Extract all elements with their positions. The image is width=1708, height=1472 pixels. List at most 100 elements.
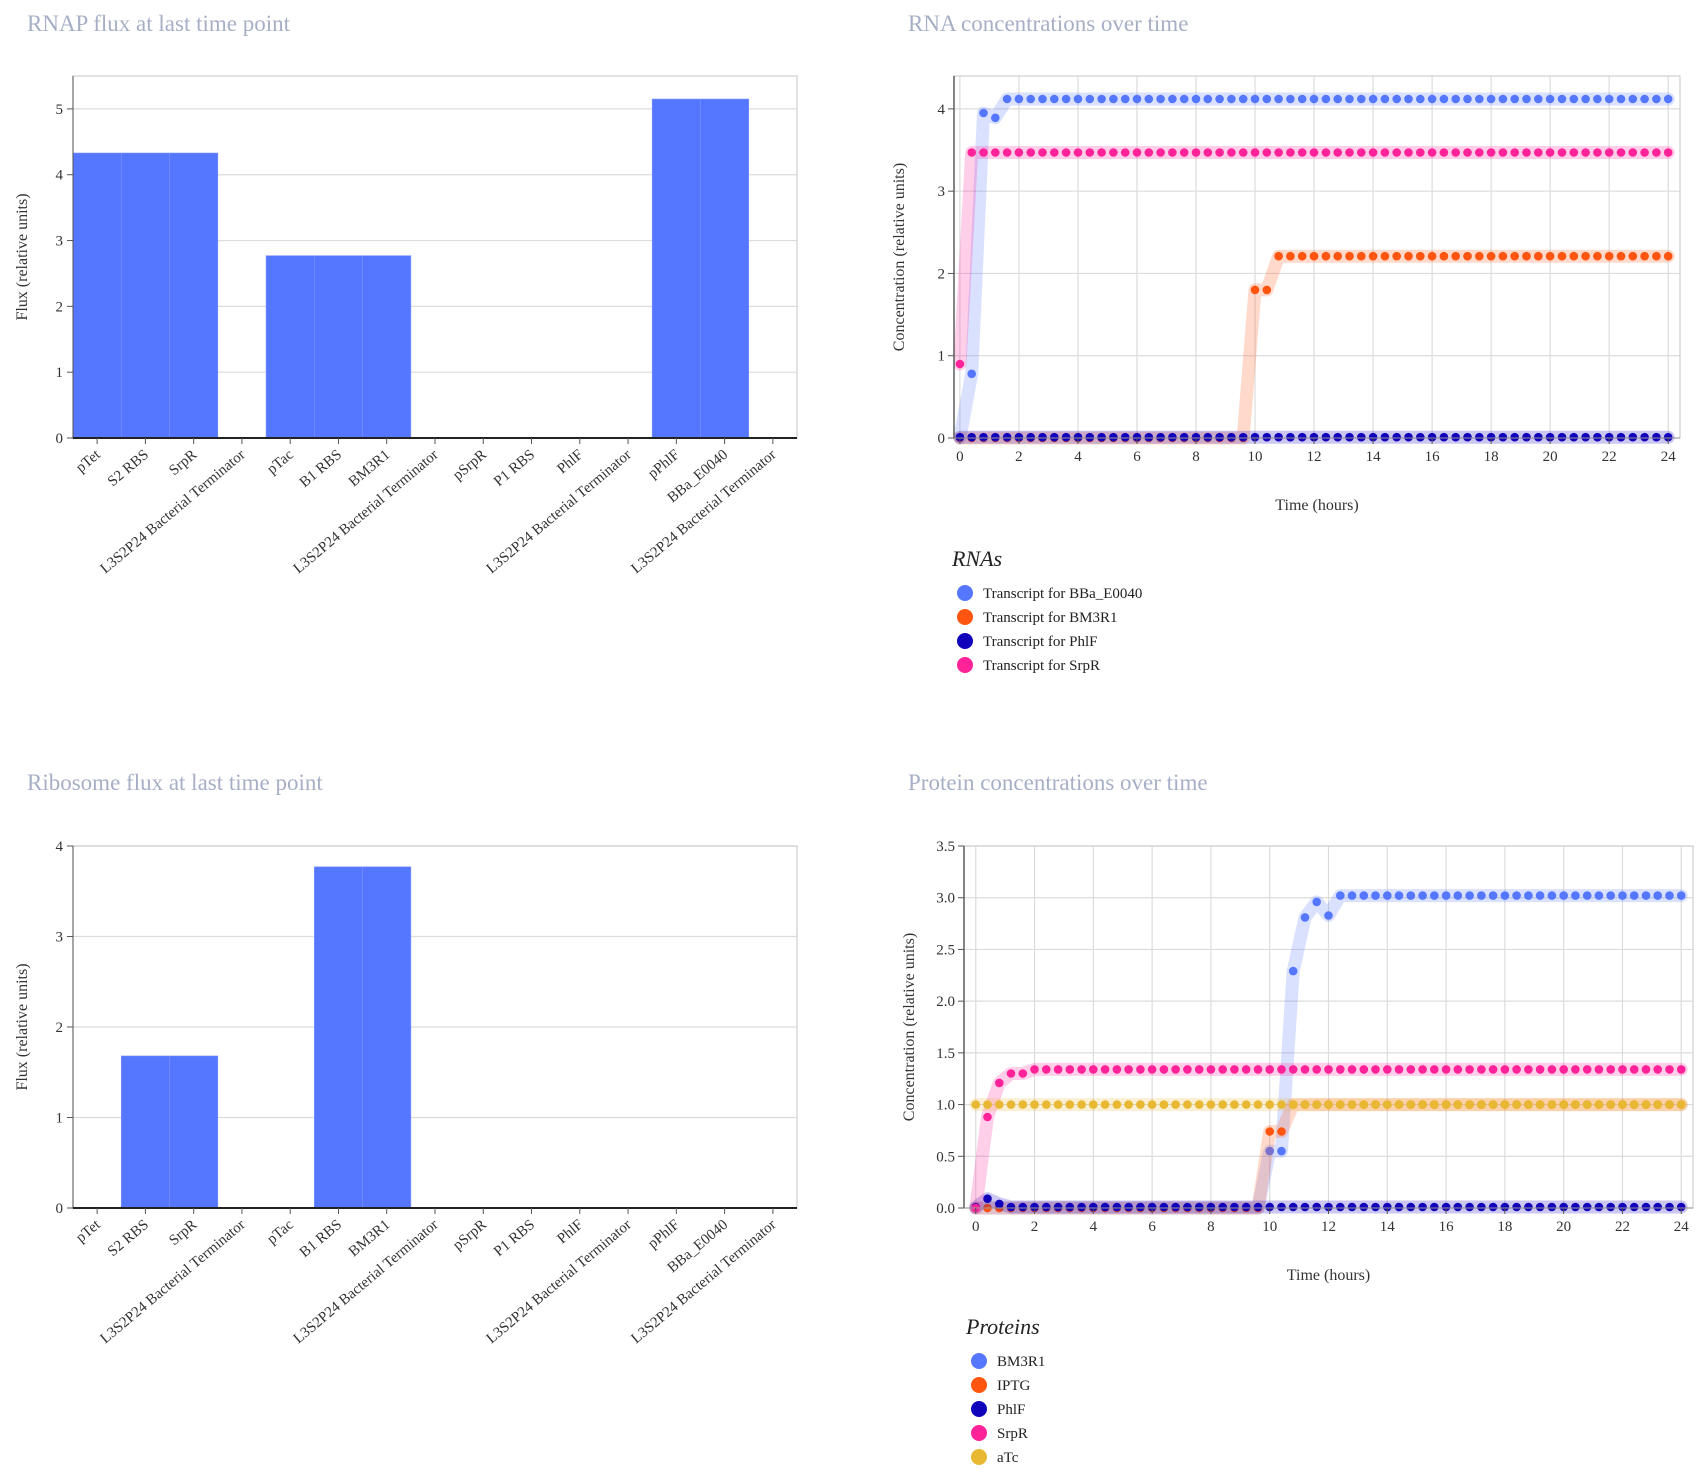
data-point xyxy=(1089,1100,1098,1109)
legend-label: PhlF xyxy=(997,1402,1025,1418)
y-tick-label: 0.0 xyxy=(936,1201,955,1217)
data-point xyxy=(1604,432,1614,442)
data-point xyxy=(1147,1100,1157,1109)
data-point xyxy=(1262,432,1272,442)
data-point xyxy=(1061,94,1071,104)
data-point xyxy=(1241,1100,1251,1109)
data-point xyxy=(1030,1100,1039,1109)
data-point xyxy=(1097,94,1106,104)
data-point xyxy=(1357,432,1366,442)
data-point xyxy=(1427,94,1437,104)
y-tick-label: 1 xyxy=(56,365,64,381)
y-tick-label: 3 xyxy=(938,184,946,200)
data-point xyxy=(1486,148,1496,157)
data-point xyxy=(1404,148,1413,157)
legend-label: Transcript for BBa_E0040 xyxy=(983,586,1142,602)
data-point xyxy=(1653,1202,1662,1212)
data-point xyxy=(1616,251,1626,261)
data-point xyxy=(1581,251,1590,261)
data-point xyxy=(1665,1100,1674,1109)
x-tick-label: pSrpR xyxy=(450,447,490,484)
bar xyxy=(700,98,750,439)
data-point xyxy=(1191,94,1201,104)
data-point xyxy=(995,1199,1004,1209)
bar xyxy=(651,98,701,439)
data-point xyxy=(1416,148,1425,157)
data-point xyxy=(1265,1202,1274,1212)
data-point xyxy=(1026,432,1035,442)
legend-label: SrpR xyxy=(997,1426,1028,1442)
data-point xyxy=(1512,891,1521,900)
data-point xyxy=(1250,432,1260,442)
x-tick-label: 8 xyxy=(1207,1219,1215,1235)
data-point xyxy=(1488,1065,1498,1074)
data-point xyxy=(1297,251,1307,261)
data-point xyxy=(1441,1065,1451,1074)
x-tick-label: PhlF xyxy=(554,447,586,477)
data-point xyxy=(1124,1065,1133,1074)
data-point xyxy=(1203,148,1213,157)
data-point xyxy=(1215,432,1224,442)
data-point xyxy=(971,1100,981,1109)
data-point xyxy=(1392,148,1401,157)
data-point xyxy=(1547,1065,1557,1074)
series-transcript-for-phlf xyxy=(953,430,1675,444)
data-point xyxy=(1312,1202,1321,1212)
data-point xyxy=(1215,148,1224,157)
data-point xyxy=(1510,432,1519,442)
data-point xyxy=(1109,148,1118,157)
bar xyxy=(314,866,363,1209)
x-tick-label: pPhlF xyxy=(645,1217,683,1252)
data-point xyxy=(1265,1065,1274,1074)
data-point xyxy=(1336,891,1345,900)
y-axis-label: Concentration (relative units) xyxy=(901,933,918,1121)
data-point xyxy=(1606,1202,1615,1212)
data-point xyxy=(1524,1100,1533,1109)
data-point xyxy=(1089,1202,1098,1212)
data-point xyxy=(1616,148,1626,157)
data-point xyxy=(1380,432,1390,442)
x-tick-label: pTet xyxy=(73,1216,104,1246)
data-point xyxy=(1676,1065,1686,1074)
data-point xyxy=(1345,251,1354,261)
data-point xyxy=(1144,432,1154,442)
data-point xyxy=(1628,251,1638,261)
data-point xyxy=(1265,1100,1274,1109)
data-point xyxy=(1053,1100,1063,1109)
y-tick-label: 1.0 xyxy=(936,1098,955,1114)
data-point xyxy=(1463,148,1472,157)
data-point xyxy=(1394,1202,1404,1212)
data-point xyxy=(1383,1065,1392,1074)
data-point xyxy=(1309,251,1319,261)
data-point xyxy=(1333,148,1342,157)
y-tick-label: 5 xyxy=(56,102,64,118)
data-point xyxy=(1524,1065,1533,1074)
data-point xyxy=(983,1112,992,1122)
legend: Proteins BM3R1 IPTG PhlF SrpR aTc xyxy=(965,1314,1045,1466)
data-point xyxy=(1347,891,1357,900)
data-point xyxy=(1132,94,1142,104)
data-point xyxy=(1652,94,1661,104)
y-tick-label: 2 xyxy=(938,266,946,282)
data-point xyxy=(1629,891,1639,900)
data-point xyxy=(1147,1065,1157,1074)
data-point xyxy=(1594,1100,1604,1109)
y-tick-label: 3 xyxy=(56,930,64,946)
data-point xyxy=(1050,432,1059,442)
data-point xyxy=(1582,891,1592,900)
data-point xyxy=(1053,1202,1063,1212)
data-point xyxy=(1582,1202,1592,1212)
data-point xyxy=(1475,432,1484,442)
data-point xyxy=(1203,432,1213,442)
data-point xyxy=(1676,1202,1686,1212)
data-point xyxy=(1359,1065,1369,1074)
chart-title: RNA concentrations over time xyxy=(908,11,1188,36)
data-point xyxy=(991,432,1000,442)
data-point xyxy=(1665,891,1674,900)
series-transcript-for-srpr xyxy=(953,146,1675,371)
data-point xyxy=(1545,94,1555,104)
x-tick-label: 20 xyxy=(1543,449,1558,465)
protein-chart: Protein concentrations over time 0.0 0.5 1.… xyxy=(901,770,1694,1466)
data-point xyxy=(1640,94,1649,104)
bar xyxy=(362,255,412,439)
